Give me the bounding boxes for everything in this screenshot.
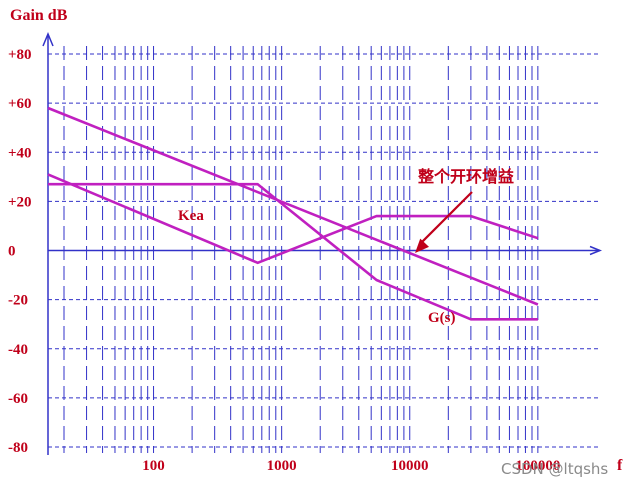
x-tick-label: 100 bbox=[142, 458, 165, 474]
y-tick-label: +40 bbox=[8, 145, 32, 161]
x-axis-arrow-icon bbox=[589, 245, 603, 256]
x-tick-label: 1000 bbox=[267, 458, 297, 474]
watermark: CSDN @ltqshs bbox=[501, 460, 608, 478]
series-line-1 bbox=[47, 173, 539, 265]
y-tick-label: +80 bbox=[8, 47, 32, 63]
annotation-open-loop-gain: 整个开环增益 bbox=[417, 167, 514, 186]
annotation-arrow bbox=[415, 191, 473, 253]
y-tick-label: -80 bbox=[8, 440, 28, 456]
arrow-shaft bbox=[420, 191, 473, 244]
series-lines bbox=[47, 106, 539, 321]
y-tick-label: -20 bbox=[8, 293, 28, 309]
y-axis-arrow-icon bbox=[42, 32, 54, 47]
y-tick-label: 0 bbox=[8, 244, 16, 260]
y-tick-label: +60 bbox=[8, 96, 32, 112]
y-tick-label: -40 bbox=[8, 342, 28, 358]
series-line-3 bbox=[47, 106, 539, 306]
x-axis-title: f bbox=[617, 457, 623, 474]
series-label-kea: Kea bbox=[178, 208, 204, 224]
tick-labels: +80 +60 +40 +20 0 -20 -40 -60 -80 100 1000 10000 100… bbox=[8, 47, 560, 474]
y-axis-title: Gain dB bbox=[10, 7, 68, 24]
series-label-gs: G(s) bbox=[428, 310, 456, 326]
axes bbox=[42, 32, 603, 455]
arrow-head-icon bbox=[415, 238, 429, 253]
series-line-2 bbox=[48, 182, 538, 321]
x-tick-label: 10000 bbox=[391, 458, 429, 474]
y-tick-label: -60 bbox=[8, 391, 28, 407]
x-tick-label: 100000 bbox=[515, 458, 560, 474]
y-tick-label: +20 bbox=[8, 194, 32, 210]
grid bbox=[48, 46, 600, 453]
